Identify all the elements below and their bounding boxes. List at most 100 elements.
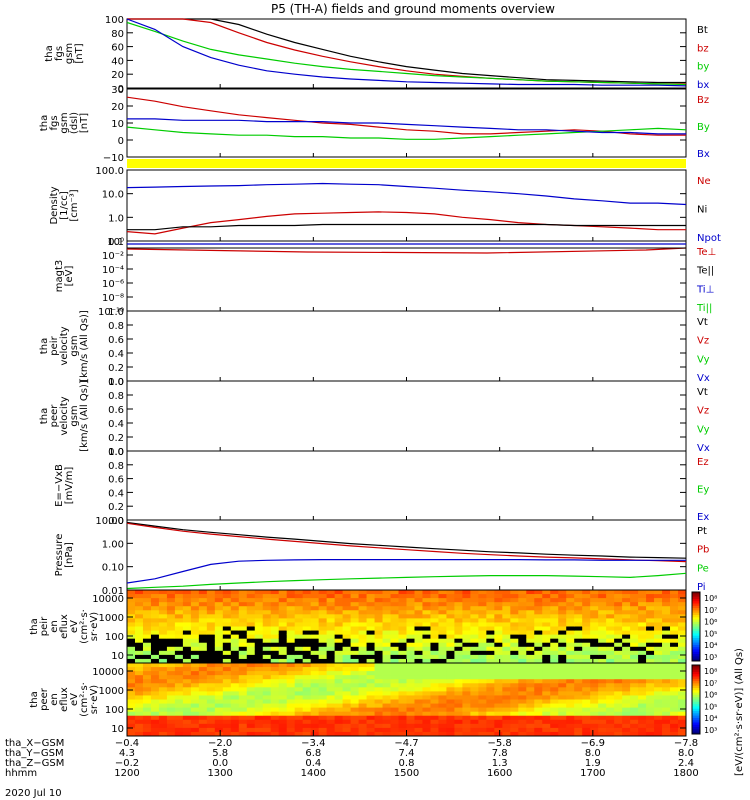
spectrogram-cell [246,699,256,704]
spectrogram-cell [422,691,431,696]
spectrogram-cell [254,675,264,680]
spectrogram-cell [206,687,216,692]
spectrogram-cell [494,638,503,644]
spectrogram-cell [390,683,399,688]
spectrogram-cell [598,654,607,660]
spectrogram-cell [478,602,487,607]
spectrogram-cell [334,679,344,684]
spectrogram-cell [558,715,567,721]
spectrogram-cell [158,614,168,619]
spectrogram-cell [598,606,607,611]
spectrogram-cell [614,658,623,664]
spectrogram-cell [566,638,575,644]
spectrogram-cell [182,699,192,704]
spectrogram-cell [238,691,248,696]
spectrogram-cell [518,707,527,713]
colorbar-segment [692,615,700,618]
spectrogram-cell [254,695,264,700]
spectrogram-cell [566,675,575,680]
spectrogram-cell [358,630,367,636]
spectrogram-cell [438,638,447,644]
spectrogram-cell [494,642,503,648]
spectrogram-cell [670,634,679,640]
spectrogram-cell [462,594,471,599]
legend-pe: Pe [697,563,709,574]
spectrogram-cell [222,683,232,688]
spectrogram-cell [127,663,136,668]
spectrogram-cell [390,671,399,676]
spectrogram-cell [558,695,567,700]
spectrogram-cell [358,642,367,648]
spectrogram-cell [526,602,535,607]
spectrogram-cell [678,691,687,696]
spectrogram-cell [478,630,487,636]
spectrogram-cell [422,654,431,660]
spectrogram-cell [622,667,631,672]
spectrogram-cell [222,687,232,692]
spectrogram-cell [174,727,184,733]
spectrogram-cell [358,618,367,623]
spectrogram-cell [270,675,280,680]
spectrogram-cell [150,695,160,700]
spectrogram-cell [438,602,447,607]
spectrogram-cell [430,723,439,729]
spectrogram-cell [382,707,391,713]
spectrogram-cell [430,699,439,704]
spectrogram-cell [606,626,615,631]
spectrogram-cell [190,618,200,623]
spectrogram-cell [462,590,471,595]
spectrogram-cell [398,699,407,704]
spectrogram-cell [230,610,240,615]
spectrogram-cell [630,618,639,623]
spectrogram-cell [470,699,479,704]
spectrogram-cell [374,719,383,725]
spectrogram-cell [566,715,575,721]
spectrogram-cell [550,610,559,615]
spectrogram-cell [550,646,559,652]
spectrogram-cell [414,622,423,627]
spectrogram-cell [518,691,527,696]
spectrogram-cell [638,622,647,627]
spectrogram-cell [646,626,655,631]
spectrogram-cell [614,663,623,668]
spectrogram-cell [454,727,463,733]
spectrogram-cell [254,630,264,636]
spectrogram-cell [166,638,176,644]
spectrogram-cell [406,650,415,656]
spectrogram-cell [206,614,216,619]
spectrogram-cell [182,638,192,644]
spectrogram-cell [158,699,168,704]
spectrogram-cell [127,594,136,599]
spectrogram-cell [438,679,447,684]
spectrogram-cell [622,715,631,721]
spectrogram-cell [262,695,272,700]
spectrogram-cell [294,606,304,611]
spectrogram-cell [262,638,272,644]
spectrogram-cell [454,695,463,700]
spectrogram-cell [670,667,679,672]
spectrogram-cell [542,658,551,664]
spectrogram-cell [342,606,351,611]
y-tick-label: 10⁻⁶ [102,279,124,290]
spectrogram-cell [550,622,559,627]
spectrogram-cell [614,654,623,660]
spectrogram-cell [510,691,519,696]
spectrogram-cell [510,687,519,692]
spectrogram-cell [174,622,184,627]
spectrogram-cell [166,723,176,729]
spectrogram-cell [582,675,591,680]
spectrogram-cell [566,602,575,607]
spectrogram-cell [230,634,240,640]
spectrogram-cell [438,707,447,713]
spectrogram-cell [358,731,367,737]
spectrogram-cell [182,634,192,640]
spectrogram-cell [470,658,479,664]
spectrogram-cell [310,679,320,684]
spectrogram-cell [150,723,160,729]
spectrogram-cell [230,646,240,652]
spectrogram-cell [158,646,168,652]
legend-ni: Ni [697,205,707,216]
spectrogram-cell [302,642,312,648]
spectrogram-cell [294,683,304,688]
